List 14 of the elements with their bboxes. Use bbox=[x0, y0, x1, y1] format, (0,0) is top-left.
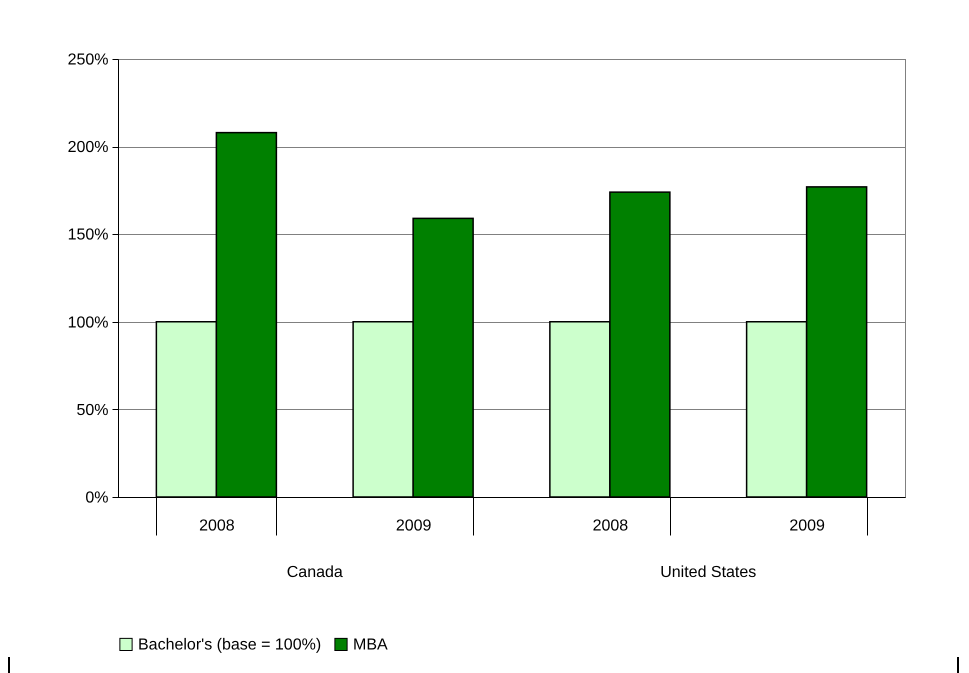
x-tick-label: 2008 bbox=[592, 518, 628, 534]
x-tick-label: 2009 bbox=[396, 518, 432, 534]
y-tick-label: 150% bbox=[68, 226, 108, 244]
legend-label: Bachelor's (base = 100%) bbox=[138, 636, 322, 654]
text: United States bbox=[660, 564, 756, 581]
y-tick-label: 0% bbox=[85, 490, 108, 506]
x-tick-label: 2009 bbox=[789, 518, 826, 534]
text: Canada bbox=[286, 564, 343, 581]
legend-label: MBA bbox=[353, 636, 388, 654]
y-tick-label: 250% bbox=[68, 52, 108, 68]
y-tick-label: 50% bbox=[76, 402, 108, 419]
x-tick-label: 2008 bbox=[199, 518, 235, 534]
y-tick-label: 100% bbox=[68, 314, 108, 332]
y-tick-label: 200% bbox=[68, 139, 108, 156]
